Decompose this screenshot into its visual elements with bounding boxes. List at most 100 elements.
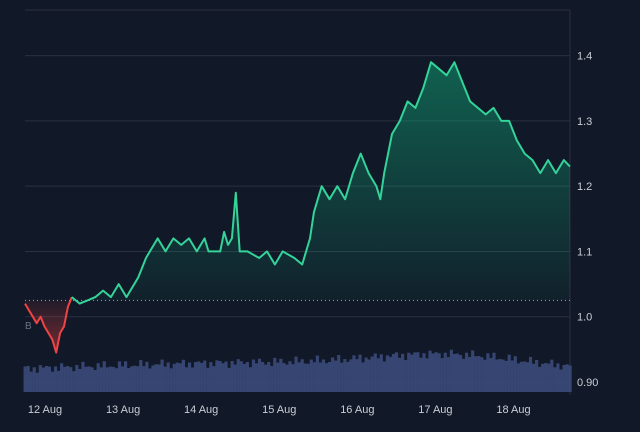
volume-bar bbox=[60, 363, 63, 392]
volume-bar bbox=[157, 364, 160, 392]
volume-bar bbox=[258, 359, 261, 392]
volume-bar bbox=[264, 365, 267, 392]
volume-bar bbox=[444, 353, 447, 392]
volume-bar bbox=[538, 367, 541, 392]
volume-bar bbox=[310, 360, 313, 392]
volume-bar bbox=[380, 354, 383, 392]
volume-bar bbox=[206, 368, 209, 392]
x-tick-label: 14 Aug bbox=[184, 404, 218, 416]
y-tick-label: 1.0 bbox=[577, 312, 592, 324]
volume-bar bbox=[352, 355, 355, 392]
volume-bar bbox=[106, 367, 109, 392]
volume-bar bbox=[523, 361, 526, 392]
volume-bar bbox=[90, 367, 93, 392]
volume-bar bbox=[273, 358, 276, 392]
volume-bar bbox=[462, 359, 465, 392]
volume-bar bbox=[307, 364, 310, 392]
volume-bar bbox=[325, 363, 328, 392]
volume-bar bbox=[438, 353, 441, 392]
volume-bar bbox=[81, 362, 84, 392]
volume-bar bbox=[139, 360, 142, 392]
volume-bar bbox=[343, 359, 346, 392]
volume-bars bbox=[24, 350, 572, 392]
volume-bar bbox=[209, 362, 212, 392]
volume-bar bbox=[164, 367, 167, 392]
volume-bar bbox=[240, 361, 243, 392]
volume-bar bbox=[404, 360, 407, 392]
volume-bar bbox=[30, 372, 33, 392]
x-tick-label: 15 Aug bbox=[262, 404, 296, 416]
volume-bar bbox=[529, 357, 532, 392]
volume-bar bbox=[200, 363, 203, 392]
volume-bar bbox=[249, 367, 252, 392]
y-tick-label: 1.1 bbox=[577, 246, 592, 258]
y-tick-label: 1.4 bbox=[577, 51, 592, 63]
volume-bar bbox=[383, 361, 386, 392]
volume-bar bbox=[109, 367, 112, 392]
volume-bar bbox=[75, 365, 78, 392]
volume-bar bbox=[197, 361, 200, 392]
volume-bar bbox=[368, 360, 371, 392]
volume-bar bbox=[66, 366, 69, 392]
volume-bar bbox=[358, 355, 361, 392]
volume-bar bbox=[231, 361, 234, 392]
volume-bar bbox=[392, 354, 395, 392]
volume-label: B bbox=[25, 321, 32, 332]
y-tick-label: 1.3 bbox=[577, 116, 592, 128]
volume-bar bbox=[127, 368, 130, 392]
volume-bar bbox=[84, 367, 87, 392]
volume-bar bbox=[45, 366, 48, 392]
volume-bar bbox=[483, 360, 486, 392]
volume-bar bbox=[331, 357, 334, 392]
volume-bar bbox=[188, 363, 191, 392]
volume-bar bbox=[48, 367, 51, 392]
volume-bar bbox=[486, 353, 489, 392]
volume-bar bbox=[489, 358, 492, 392]
volume-bar bbox=[255, 363, 258, 392]
volume-bar bbox=[285, 365, 288, 392]
volume-bar bbox=[173, 364, 176, 392]
volume-bar bbox=[425, 358, 428, 392]
volume-bar bbox=[282, 363, 285, 392]
price-area bbox=[25, 62, 570, 352]
volume-bar bbox=[39, 365, 42, 392]
volume-bar bbox=[78, 369, 81, 392]
volume-bar bbox=[288, 361, 291, 392]
volume-bar bbox=[42, 367, 45, 392]
volume-bar bbox=[374, 353, 377, 392]
x-tick-label: 17 Aug bbox=[418, 404, 452, 416]
volume-bar bbox=[459, 355, 462, 392]
volume-bar bbox=[154, 364, 157, 392]
volume-bar bbox=[304, 364, 307, 392]
volume-bar bbox=[349, 359, 352, 392]
volume-bar bbox=[33, 367, 36, 392]
volume-bar bbox=[161, 360, 164, 392]
volume-bar bbox=[401, 354, 404, 392]
volume-bar bbox=[562, 365, 565, 392]
volume-bar bbox=[179, 363, 182, 392]
volume-bar bbox=[191, 367, 194, 392]
volume-bar bbox=[334, 361, 337, 392]
volume-bar bbox=[294, 357, 297, 392]
volume-bar bbox=[276, 363, 279, 392]
volume-bar bbox=[130, 366, 133, 392]
y-tick-label: 0.90 bbox=[577, 377, 598, 389]
volume-bar bbox=[371, 356, 374, 392]
up-area bbox=[72, 62, 570, 303]
volume-bar bbox=[565, 364, 568, 392]
volume-bar bbox=[453, 354, 456, 392]
volume-bar bbox=[203, 361, 206, 392]
volume-bar bbox=[322, 359, 325, 392]
volume-bar bbox=[328, 362, 331, 392]
volume-bar bbox=[471, 350, 474, 392]
x-tick-label: 16 Aug bbox=[340, 404, 374, 416]
volume-bar bbox=[301, 359, 304, 392]
volume-bar bbox=[115, 368, 118, 392]
volume-bar bbox=[428, 351, 431, 392]
volume-bar bbox=[544, 363, 547, 392]
volume-bar bbox=[234, 365, 237, 392]
volume-bar bbox=[72, 371, 75, 392]
volume-bar bbox=[456, 354, 459, 392]
volume-bar bbox=[97, 363, 100, 392]
volume-bar bbox=[218, 361, 221, 392]
